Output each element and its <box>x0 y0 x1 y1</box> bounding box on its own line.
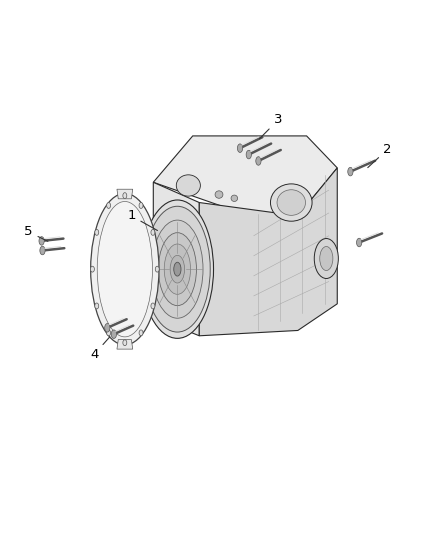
Ellipse shape <box>151 303 155 309</box>
Ellipse shape <box>320 246 333 271</box>
Text: 3: 3 <box>259 114 283 139</box>
Ellipse shape <box>231 195 237 201</box>
Ellipse shape <box>174 262 181 276</box>
Ellipse shape <box>164 244 191 294</box>
Text: 1: 1 <box>127 209 157 230</box>
Ellipse shape <box>176 175 200 196</box>
Ellipse shape <box>123 340 127 346</box>
Ellipse shape <box>174 263 180 276</box>
Ellipse shape <box>277 190 306 215</box>
Ellipse shape <box>141 200 214 338</box>
Ellipse shape <box>91 193 159 345</box>
Ellipse shape <box>106 330 110 336</box>
Text: 5: 5 <box>24 225 48 241</box>
Ellipse shape <box>139 330 143 336</box>
Ellipse shape <box>155 266 159 272</box>
Ellipse shape <box>246 150 251 159</box>
Ellipse shape <box>106 203 111 208</box>
Polygon shape <box>199 168 337 336</box>
Ellipse shape <box>170 255 185 283</box>
Ellipse shape <box>159 233 196 305</box>
Ellipse shape <box>152 220 203 318</box>
Ellipse shape <box>95 303 99 309</box>
Ellipse shape <box>145 206 210 332</box>
Polygon shape <box>153 136 337 216</box>
Ellipse shape <box>139 203 143 208</box>
Ellipse shape <box>314 239 338 279</box>
Ellipse shape <box>90 266 94 272</box>
Ellipse shape <box>151 229 155 236</box>
Ellipse shape <box>215 191 223 198</box>
Ellipse shape <box>40 246 45 255</box>
Ellipse shape <box>95 229 99 235</box>
Ellipse shape <box>237 144 243 152</box>
Ellipse shape <box>97 201 152 337</box>
Ellipse shape <box>123 192 127 199</box>
Polygon shape <box>153 182 199 336</box>
Ellipse shape <box>256 157 261 165</box>
Ellipse shape <box>39 237 44 245</box>
Polygon shape <box>117 340 133 349</box>
Ellipse shape <box>111 330 117 338</box>
Text: 2: 2 <box>368 143 392 167</box>
Ellipse shape <box>271 184 312 221</box>
Ellipse shape <box>357 238 362 247</box>
Text: 4: 4 <box>90 337 110 361</box>
Ellipse shape <box>105 324 110 332</box>
Ellipse shape <box>348 167 353 176</box>
Polygon shape <box>117 189 133 199</box>
